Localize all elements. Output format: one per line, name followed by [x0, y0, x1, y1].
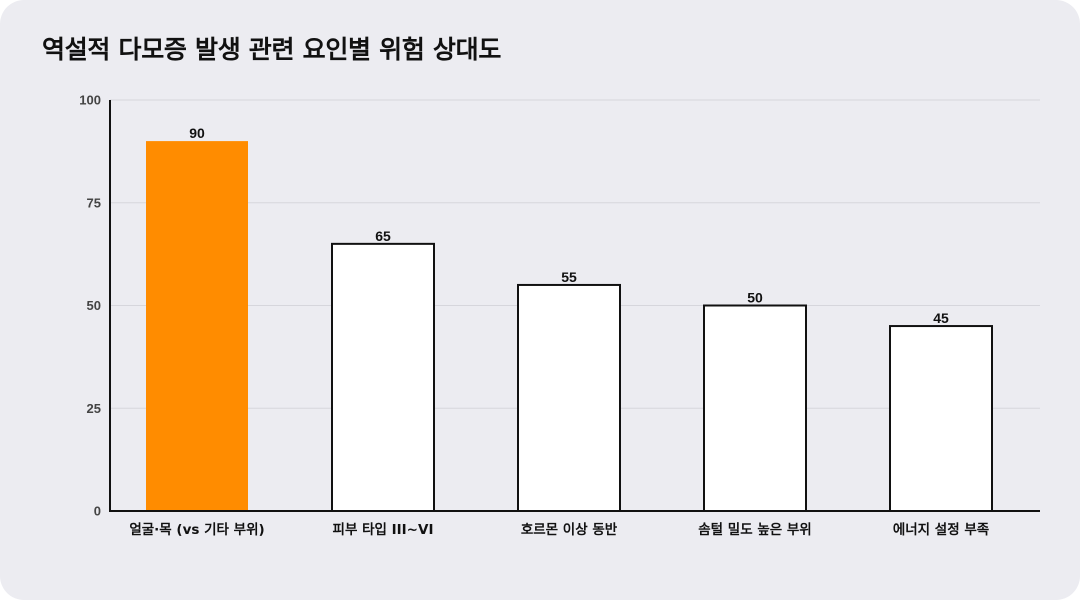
bar [703, 304, 807, 512]
bar [889, 325, 993, 512]
bar-value-label: 90 [189, 125, 205, 141]
bars [146, 141, 993, 513]
y-tick-label: 100 [79, 93, 101, 108]
y-tick-label: 75 [87, 195, 101, 210]
y-tick-labels: 0 25 50 75 100 [79, 93, 101, 519]
bar-value-label: 55 [561, 269, 577, 285]
bar [517, 283, 621, 513]
bar-value-label: 65 [375, 228, 391, 244]
y-tick-label: 25 [87, 401, 101, 416]
category-labels: 얼굴·목 (vs 기타 부위) 피부 타입 III~VI 호르몬 이상 동반 솜털 밀… [129, 521, 989, 538]
x-category-label: 피부 타입 III~VI [333, 522, 434, 538]
x-category-label: 호르몬 이상 동반 [521, 521, 618, 538]
bar-value-label: 50 [747, 290, 763, 306]
x-category-label: 솜털 밀도 높은 부위 [698, 522, 811, 538]
bar [146, 141, 248, 511]
axes [109, 100, 1040, 512]
value-labels: 90 65 55 50 45 [189, 125, 949, 326]
y-tick-label: 0 [94, 504, 101, 519]
x-category-label: 에너지 설정 부족 [893, 521, 990, 538]
bar-value-label: 45 [933, 310, 949, 326]
bar [331, 242, 435, 512]
chart-title: 역설적 다모증 발생 관련 요인별 위험 상대도 [42, 35, 502, 64]
x-category-label: 얼굴·목 (vs 기타 부위) [129, 522, 264, 538]
y-tick-label: 50 [87, 298, 101, 313]
